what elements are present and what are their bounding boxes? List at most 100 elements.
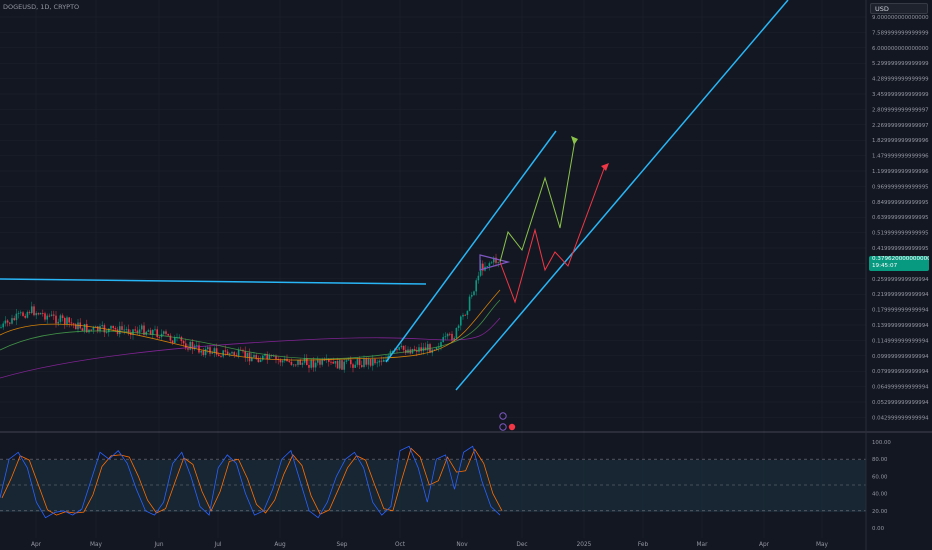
candle-body — [420, 347, 422, 352]
candle-body — [279, 359, 282, 363]
price-tick-label: 0.099999999999994 — [872, 354, 929, 360]
candle-body — [310, 360, 312, 368]
candle-body — [259, 359, 262, 363]
candle-body — [460, 316, 462, 326]
candle-body — [28, 312, 31, 313]
stoch-tick-label: 20.00 — [872, 509, 888, 515]
candle-body — [198, 345, 200, 353]
candle-body — [446, 333, 449, 337]
candle-body — [266, 354, 268, 360]
currency-button[interactable]: USD — [870, 3, 928, 14]
ma-50 — [0, 299, 501, 360]
candle-body — [400, 345, 403, 348]
resistance-line — [0, 278, 427, 285]
candle-body — [435, 347, 438, 350]
time-tick-label: 2025 — [577, 542, 592, 548]
time-tick-label: Oct — [395, 542, 406, 548]
candle-body — [0, 327, 2, 329]
candle-body — [367, 358, 370, 365]
candle-body — [380, 360, 383, 362]
stoch-tick-label: 80.00 — [872, 457, 888, 463]
price-tick-label: 0.849999999999995 — [872, 200, 929, 206]
candle-body — [301, 362, 304, 365]
candle-body — [31, 306, 33, 313]
candle-body — [59, 315, 62, 322]
candle-body — [70, 322, 73, 324]
candle-body — [77, 322, 79, 330]
time-tick-label: Dec — [516, 542, 527, 548]
symbol-title: DOGEUSD, 1D, CRYPTO — [3, 3, 80, 11]
candle-body — [290, 361, 293, 365]
candle-body — [475, 280, 477, 292]
candle-body — [402, 345, 405, 350]
bearish-arrow-head — [601, 163, 609, 171]
time-tick-label: Mar — [697, 542, 709, 548]
time-tick-label: Apr — [759, 542, 770, 548]
time-axis[interactable]: Apr May Jun Jul Aug Sep Oct Nov Dec 2025 Feb Mar Apr… — [31, 542, 829, 548]
bullish-path — [499, 139, 576, 263]
candle-body — [244, 351, 246, 358]
candle-body — [211, 352, 213, 354]
candle-body — [158, 336, 161, 338]
candle-body — [15, 313, 18, 321]
drawings[interactable] — [0, 0, 789, 391]
candle-body — [187, 348, 189, 350]
stoch-tick-label: 0.00 — [872, 526, 885, 532]
candle-body — [497, 262, 499, 264]
candle-body — [189, 341, 191, 350]
candle-body — [202, 351, 205, 356]
candle-body — [350, 359, 352, 365]
candle-body — [200, 351, 202, 353]
candle-body — [182, 341, 185, 344]
candle-body — [495, 257, 497, 263]
candle-body — [37, 313, 40, 315]
candle-body — [154, 329, 156, 331]
price-tick-label: 0.259999999999994 — [872, 277, 929, 283]
candle-body — [347, 359, 350, 361]
candle-body — [110, 325, 112, 329]
candle-body — [215, 348, 218, 355]
candle-body — [191, 341, 194, 350]
last-price-value: 0.379620000000000 — [872, 256, 929, 262]
candle-body — [372, 359, 374, 366]
candle-body — [297, 360, 299, 365]
price-axis[interactable]: 9.000000000000000 7.589999999999999 6.0000… — [872, 15, 929, 421]
candle-body — [209, 347, 211, 354]
ma-20 — [0, 289, 501, 361]
price-tick-label: 1.479999999999996 — [872, 154, 929, 160]
candle-body — [268, 355, 271, 360]
candle-body — [50, 314, 53, 316]
candle-body — [398, 347, 400, 350]
candle-body — [328, 359, 330, 362]
ma-200 — [0, 317, 501, 379]
candle-body — [321, 359, 323, 365]
candle-body — [55, 315, 57, 324]
candle-body — [165, 331, 167, 334]
candle-body — [343, 361, 345, 370]
candle-body — [314, 362, 317, 368]
candle-body — [455, 327, 458, 339]
event-marker — [499, 412, 507, 420]
candle-body — [20, 312, 22, 314]
last-price-label: 0.379620000000000 19:45:07 — [869, 256, 929, 271]
event-markers[interactable] — [499, 412, 516, 431]
candle-body — [81, 328, 84, 331]
candle-body — [365, 358, 367, 365]
candle-body — [99, 326, 101, 332]
candle-body — [361, 365, 363, 367]
time-tick-label: Apr — [31, 542, 42, 548]
candle-body — [248, 352, 251, 362]
candle-body — [363, 358, 365, 367]
candle-body — [440, 341, 442, 347]
candle-body — [345, 360, 348, 362]
countdown: 19:45:07 — [872, 263, 898, 269]
price-tick-label: 5.299999999999999 — [872, 61, 929, 67]
candle-body — [92, 327, 95, 330]
candle-body — [488, 263, 491, 267]
candle-body — [134, 329, 136, 331]
candle-body — [141, 325, 143, 330]
candle-body — [334, 361, 337, 364]
price-tick-label: 0.079999999999994 — [872, 369, 929, 375]
candle-body — [26, 312, 29, 318]
